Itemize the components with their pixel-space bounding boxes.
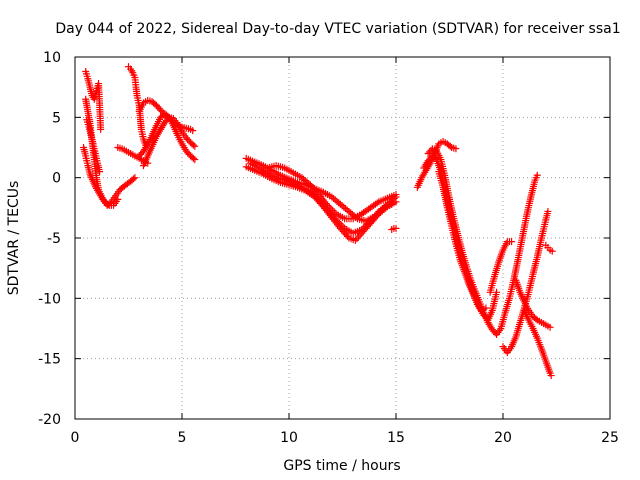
y-tick-label: -10 — [38, 291, 61, 307]
data-point — [330, 208, 338, 216]
data-point — [324, 201, 332, 209]
data-point — [548, 247, 556, 255]
data-point — [131, 174, 139, 182]
data-point — [365, 219, 373, 227]
data-point — [546, 323, 554, 331]
data-point — [325, 203, 333, 211]
data-point — [446, 142, 454, 150]
x-tick-label: 5 — [178, 430, 187, 446]
series-arc-15 — [413, 137, 460, 191]
series-arc-22 — [520, 306, 555, 380]
x-axis-label: GPS time / hours — [283, 458, 400, 474]
y-tick-label: -15 — [38, 352, 61, 368]
series-arc-20 — [499, 207, 552, 357]
y-tick-label: -20 — [38, 412, 61, 428]
y-tick-label: 5 — [52, 110, 61, 126]
plot-frame — [74, 56, 611, 420]
data-point — [191, 142, 199, 150]
data-point — [358, 226, 366, 234]
y-tick-label: 0 — [52, 171, 61, 187]
data-point — [96, 168, 104, 176]
series-arc-19 — [486, 238, 516, 296]
series-arc-8 — [139, 113, 199, 170]
data-point — [339, 223, 347, 231]
data-point — [363, 220, 371, 228]
data-point — [189, 154, 197, 162]
x-tick-label: 10 — [280, 430, 298, 446]
data-point — [189, 127, 197, 135]
data-point — [392, 224, 400, 232]
x-tick-label: 0 — [71, 430, 80, 446]
data-markers — [80, 63, 556, 380]
y-tick-label: -5 — [47, 231, 61, 247]
series-arc-21 — [512, 276, 554, 331]
y-axis-label: SDTVAR / TECUs — [6, 181, 22, 296]
data-point — [104, 200, 112, 208]
series-arc-12 — [246, 159, 400, 237]
series-arc-6 — [125, 63, 150, 149]
data-point — [331, 214, 339, 222]
series-arc-1 — [82, 67, 105, 133]
data-point — [452, 145, 460, 153]
x-tick-label: 20 — [494, 430, 512, 446]
data-point — [336, 219, 344, 227]
x-tick-labels: 0 5 10 15 20 25 — [71, 430, 619, 446]
data-point — [493, 288, 501, 296]
series-arc-23 — [542, 241, 556, 255]
data-point — [359, 224, 367, 232]
series-arc-3 — [80, 144, 122, 209]
data-point — [191, 156, 199, 164]
series-arc-9 — [135, 110, 199, 164]
data-point — [508, 238, 516, 246]
data-point — [544, 207, 552, 215]
data-point — [129, 175, 137, 183]
data-point — [97, 125, 105, 133]
data-point — [361, 222, 369, 230]
data-point — [305, 179, 313, 187]
series-arc-4 — [83, 116, 104, 176]
data-point — [332, 216, 340, 224]
data-point — [373, 199, 381, 207]
data-point — [114, 195, 122, 203]
data-point — [189, 141, 197, 149]
data-point — [329, 206, 337, 214]
data-point — [373, 209, 381, 217]
data-point — [353, 235, 361, 243]
data-point — [334, 218, 342, 226]
series-arc-13 — [264, 162, 400, 223]
data-point — [343, 232, 351, 240]
data-point — [337, 221, 345, 229]
y-tick-label: 10 — [43, 50, 61, 66]
data-point — [532, 315, 540, 323]
series-arc-18 — [435, 168, 490, 314]
series-arc-10 — [242, 154, 396, 225]
grid-lines — [75, 57, 610, 419]
data-point — [533, 171, 541, 179]
data-point — [392, 191, 400, 199]
x-tick-label: 15 — [387, 430, 405, 446]
series-arc-14 — [388, 224, 400, 234]
data-point — [547, 372, 555, 380]
chart-title: Day 044 of 2022, Sidereal Day-to-day VTE… — [55, 21, 620, 37]
x-tick-label: 25 — [601, 430, 619, 446]
data-point — [482, 304, 490, 312]
data-point — [327, 205, 335, 213]
y-tick-labels: -20 -15 -10 -5 0 5 10 — [38, 50, 61, 428]
